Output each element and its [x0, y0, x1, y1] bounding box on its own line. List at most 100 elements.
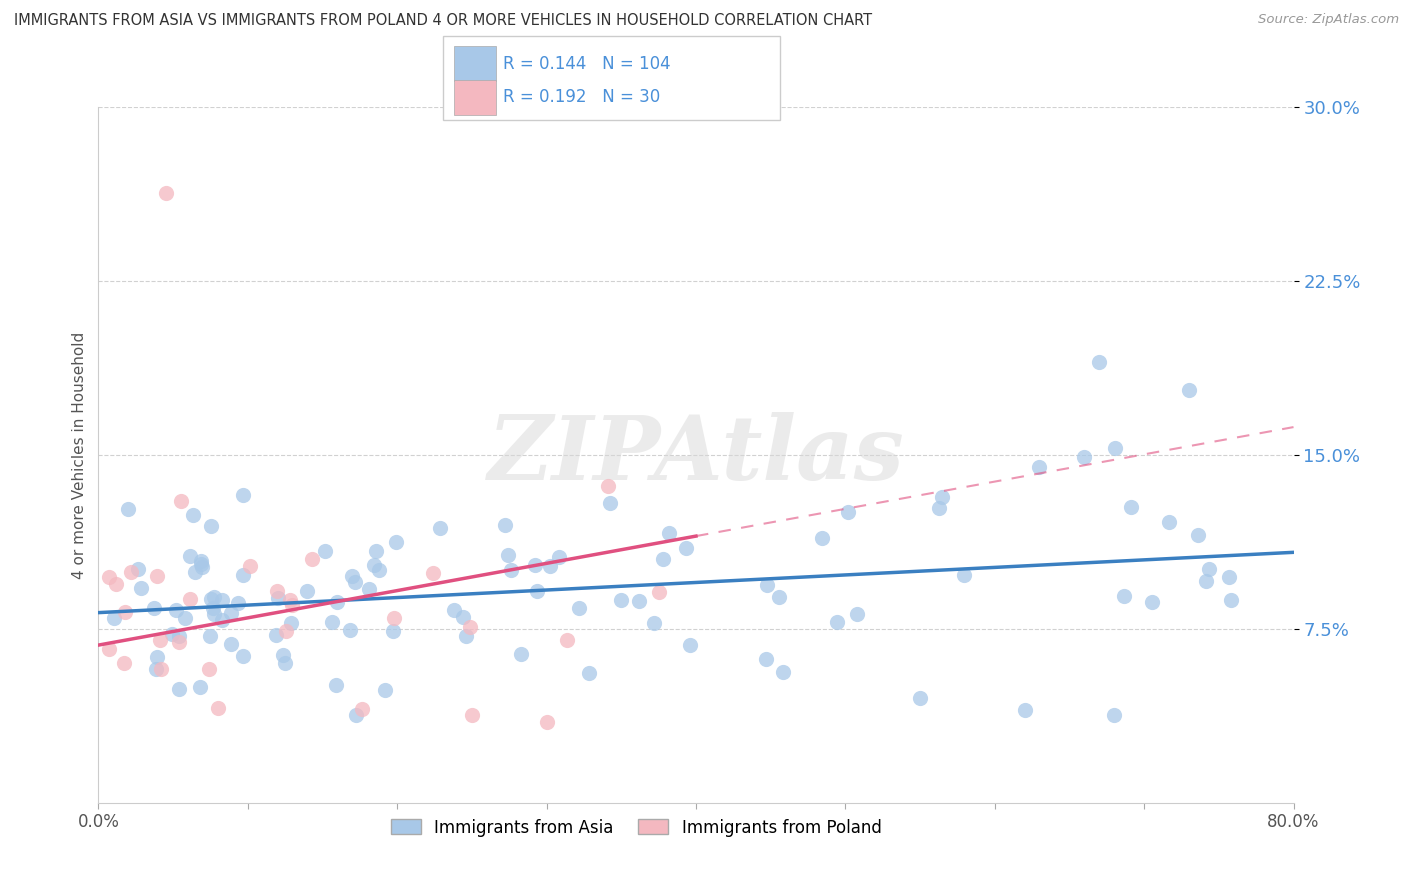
Point — [599, 496, 621, 510]
Point — [1195, 574, 1218, 588]
Point — [295, 583, 318, 598]
Point — [648, 584, 671, 599]
Point — [301, 551, 323, 566]
Point — [120, 565, 142, 579]
Point — [952, 568, 974, 582]
Point — [183, 565, 205, 579]
Point — [142, 601, 165, 615]
Y-axis label: 4 or more Vehicles in Household: 4 or more Vehicles in Household — [72, 331, 87, 579]
Point — [768, 590, 790, 604]
Point — [381, 624, 404, 639]
Point — [458, 620, 481, 634]
Point — [149, 662, 172, 676]
Point — [494, 518, 516, 533]
Point — [169, 494, 191, 508]
Point — [219, 606, 242, 620]
Point — [374, 683, 396, 698]
Point — [97, 570, 120, 584]
Point — [97, 642, 120, 657]
Point — [908, 691, 931, 706]
Point — [267, 591, 290, 605]
Point — [103, 610, 125, 624]
Point — [837, 505, 859, 519]
Point — [219, 637, 242, 651]
Point — [364, 544, 387, 558]
Point — [568, 601, 591, 615]
Point — [555, 633, 578, 648]
Point — [596, 478, 619, 492]
Point — [146, 568, 169, 582]
Point — [1104, 441, 1126, 455]
Point — [1104, 707, 1126, 722]
Point — [232, 488, 254, 502]
Point — [211, 593, 233, 607]
Point — [149, 632, 172, 647]
Point — [1198, 562, 1220, 576]
Point — [202, 600, 225, 615]
Point — [384, 611, 406, 625]
Point — [239, 559, 262, 574]
Point — [343, 574, 366, 589]
Point — [523, 558, 546, 572]
Point — [325, 678, 347, 692]
Point — [146, 650, 169, 665]
Point — [183, 508, 205, 522]
Point — [658, 526, 681, 541]
Point — [202, 607, 225, 621]
Point — [1140, 595, 1163, 609]
Point — [643, 616, 665, 631]
Point — [167, 635, 190, 649]
Point — [232, 649, 254, 664]
Point — [1178, 383, 1201, 397]
Point — [190, 557, 212, 571]
Legend: Immigrants from Asia, Immigrants from Poland: Immigrants from Asia, Immigrants from Po… — [384, 812, 889, 843]
Point — [339, 623, 361, 637]
Point — [179, 592, 201, 607]
Point — [675, 541, 697, 556]
Point — [510, 647, 533, 661]
Point — [167, 628, 190, 642]
Point — [202, 591, 225, 605]
Point — [104, 577, 127, 591]
Point — [679, 638, 702, 652]
Point — [385, 534, 408, 549]
Point — [190, 554, 212, 568]
Point — [112, 657, 135, 671]
Point — [155, 186, 177, 200]
Point — [179, 549, 201, 564]
Point — [162, 626, 184, 640]
Point — [264, 627, 287, 641]
Point — [1112, 589, 1135, 603]
Point — [200, 592, 222, 607]
Point — [1014, 703, 1036, 717]
Point — [1088, 355, 1111, 369]
Point — [352, 702, 374, 716]
Point — [928, 500, 950, 515]
Point — [145, 662, 167, 676]
Point — [1119, 500, 1142, 515]
Point — [363, 558, 385, 572]
Point — [548, 549, 571, 564]
Point — [114, 605, 136, 619]
Point — [755, 651, 778, 665]
Point — [228, 596, 250, 610]
Point — [628, 593, 651, 607]
Point — [443, 603, 465, 617]
Point — [367, 563, 389, 577]
Point — [526, 584, 548, 599]
Point — [772, 665, 794, 680]
Text: R = 0.192   N = 30: R = 0.192 N = 30 — [503, 88, 661, 106]
Point — [496, 549, 519, 563]
Point — [536, 714, 558, 729]
Point — [190, 559, 212, 574]
Point — [207, 701, 229, 715]
Text: Source: ZipAtlas.com: Source: ZipAtlas.com — [1258, 13, 1399, 27]
Point — [825, 615, 848, 630]
Point — [198, 663, 221, 677]
Point — [1157, 515, 1180, 529]
Point — [1187, 528, 1209, 542]
Point — [271, 648, 294, 663]
Text: ZIPAtlas: ZIPAtlas — [488, 412, 904, 498]
Point — [651, 551, 673, 566]
Point — [117, 502, 139, 516]
